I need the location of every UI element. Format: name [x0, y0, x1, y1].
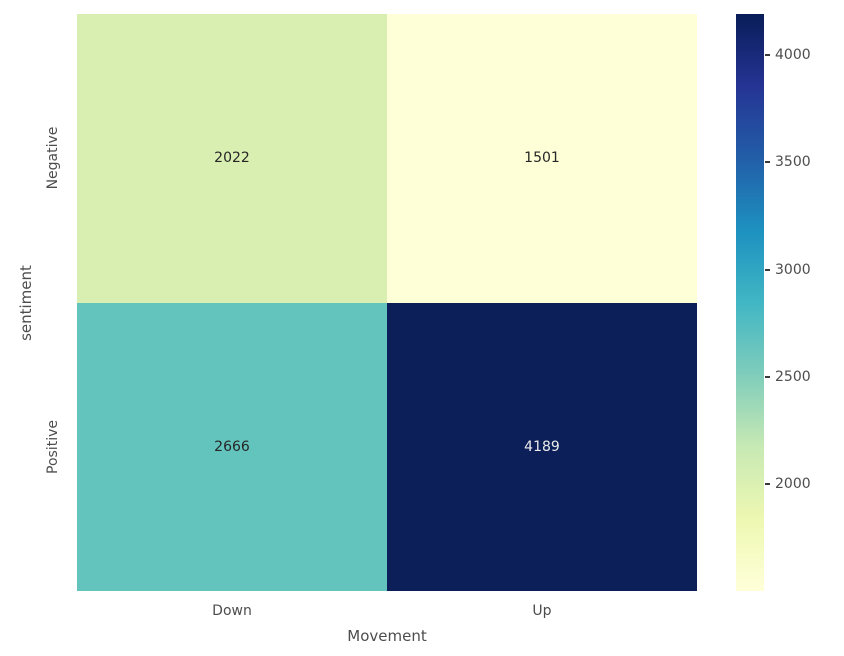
xtick-down: Down: [212, 603, 252, 619]
colorbar-gradient: [736, 14, 764, 591]
colorbar-tick-label: 2500: [775, 369, 811, 385]
colorbar-tick-mark: [765, 376, 770, 378]
cell-positive-up: 4189: [387, 302, 697, 591]
colorbar-tick-label: 3000: [775, 262, 811, 278]
colorbar-tick-mark: [765, 161, 770, 163]
colorbar-tick-mark: [765, 269, 770, 271]
x-axis-label: Movement: [347, 627, 427, 645]
ytick-positive: Positive: [45, 420, 61, 474]
ytick-negative: Negative: [45, 126, 61, 190]
colorbar-tick-label: 2000: [775, 476, 811, 492]
cell-negative-up: 1501: [387, 14, 697, 303]
cell-value: 2022: [214, 150, 250, 167]
cell-negative-down: 2022: [77, 14, 387, 303]
heatmap-plot-area: 2022 1501 2666 4189: [77, 14, 697, 591]
xtick-up: Up: [532, 603, 552, 619]
cell-value: 2666: [214, 438, 250, 455]
colorbar-tick-mark: [765, 483, 770, 485]
cell-value: 4189: [524, 438, 560, 455]
colorbar-tick-label: 3500: [775, 154, 811, 170]
cell-positive-down: 2666: [77, 302, 387, 591]
cell-value: 1501: [524, 150, 560, 167]
colorbar: [736, 14, 764, 591]
y-axis-label: sentiment: [17, 265, 35, 341]
colorbar-tick-mark: [765, 54, 770, 56]
colorbar-tick-label: 4000: [775, 47, 811, 63]
